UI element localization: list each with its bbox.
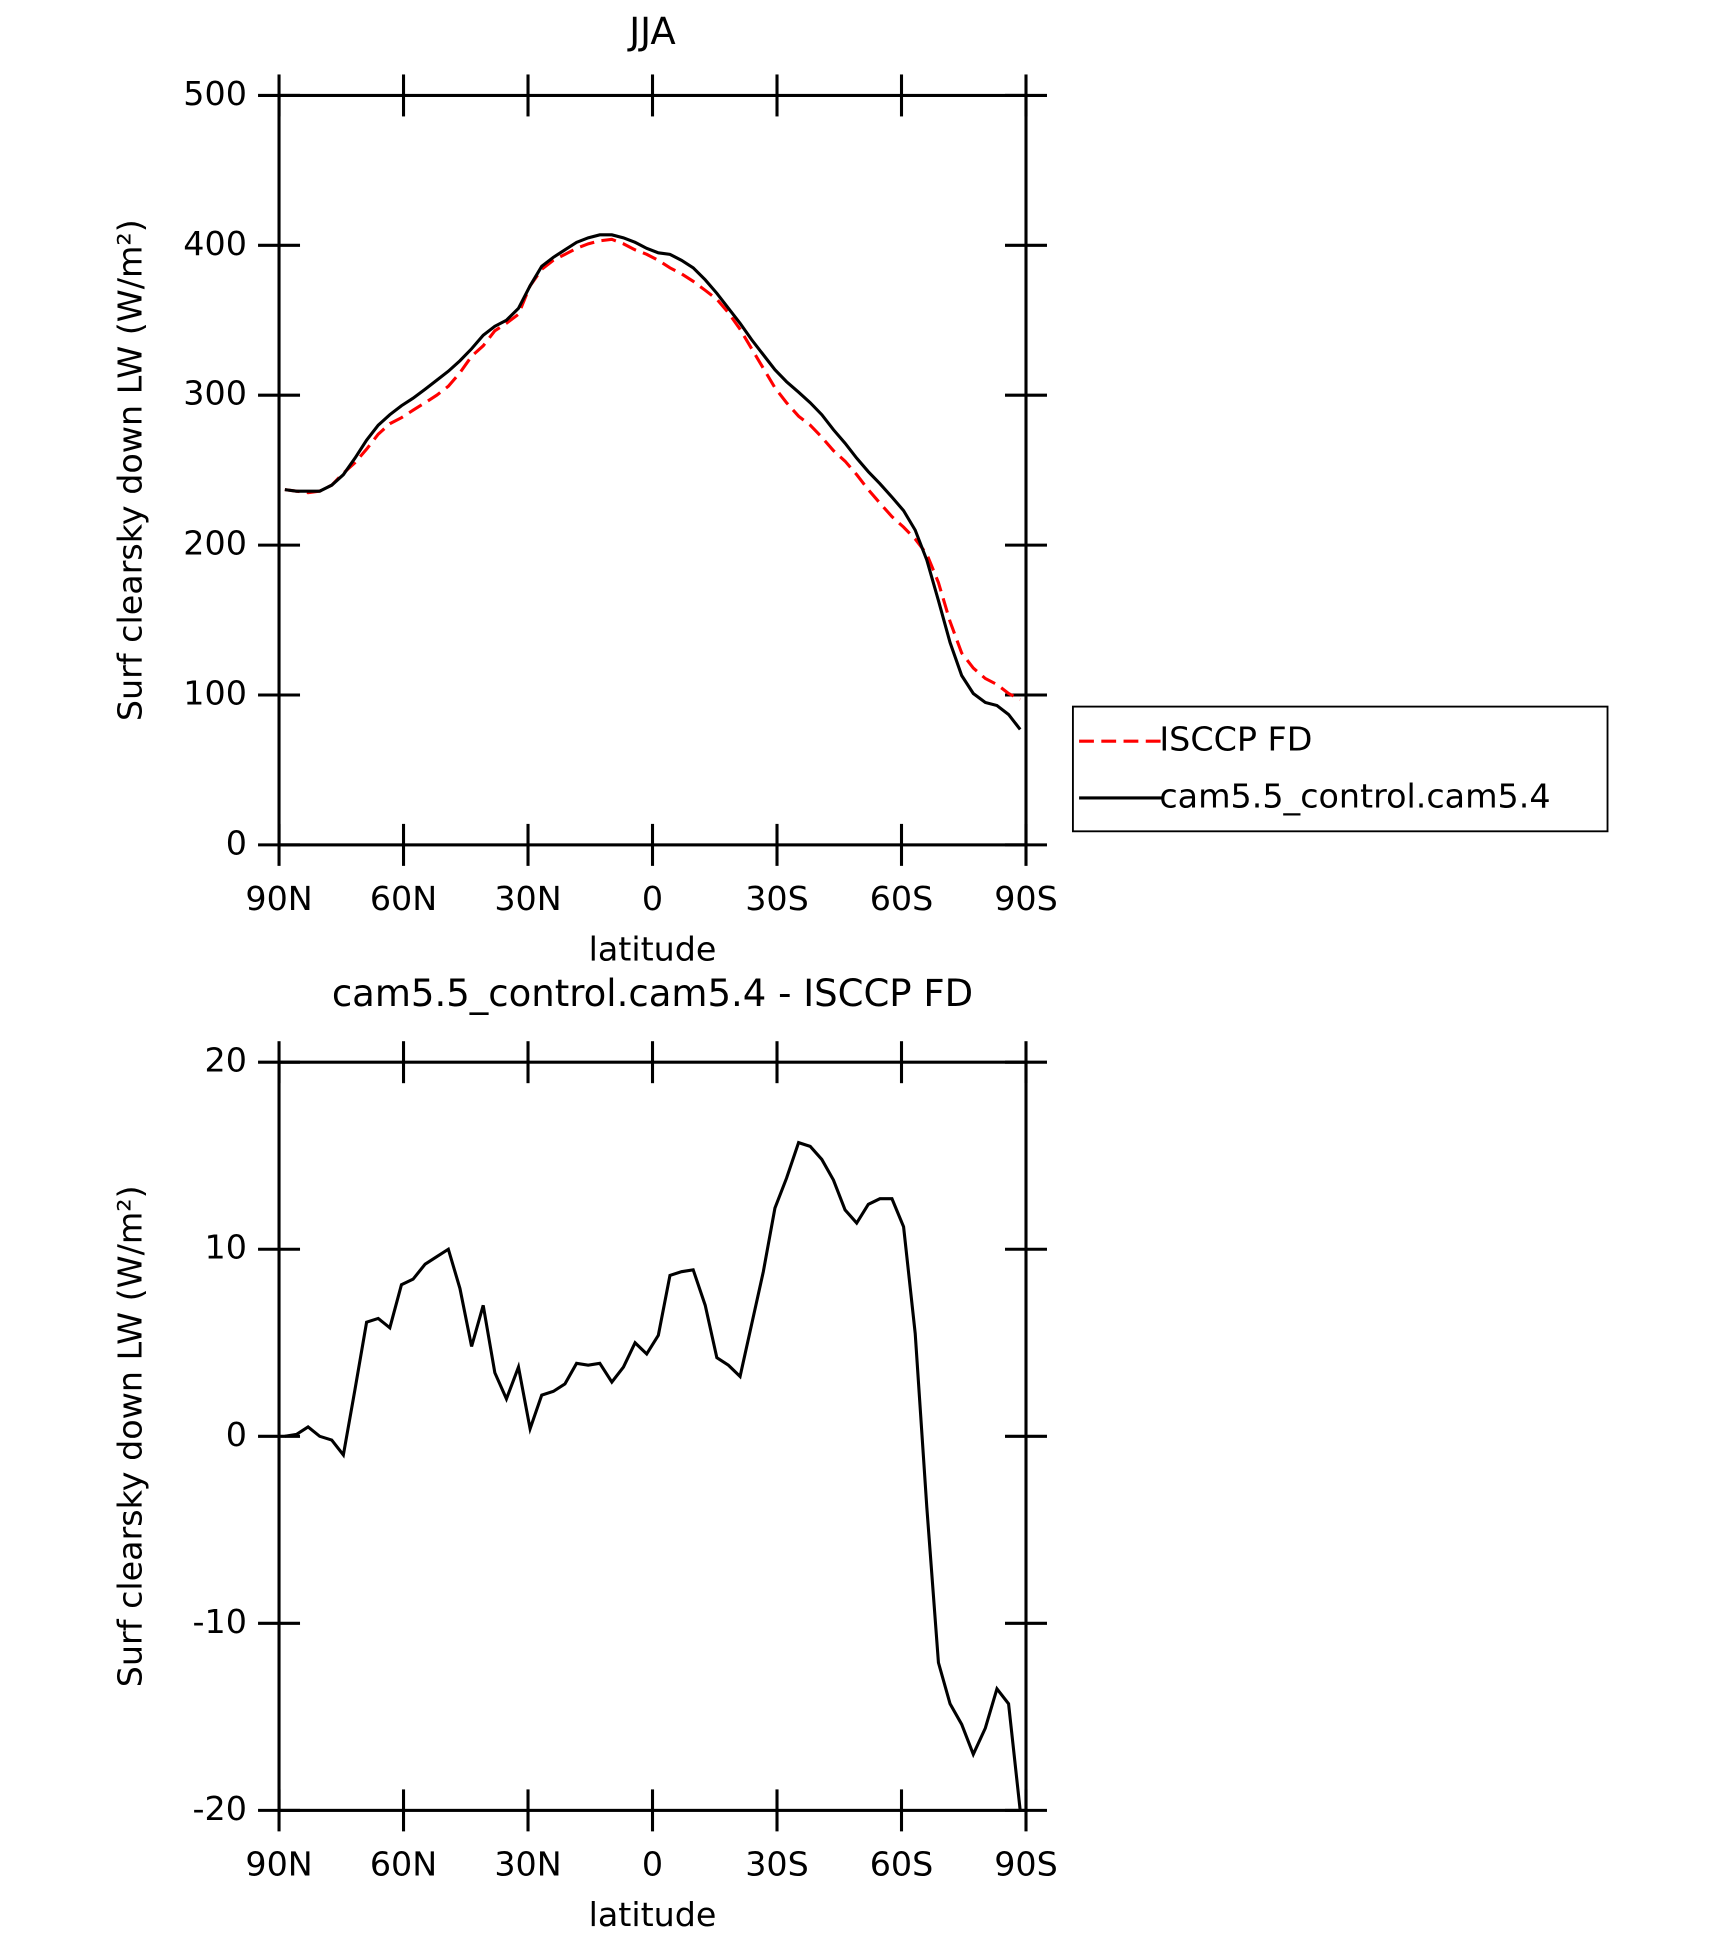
- legend-label: ISCCP FD: [1159, 720, 1312, 759]
- y-axis-label: Surf clearsky down LW (W/m²): [111, 219, 150, 721]
- y-tick-label: -20: [192, 1789, 246, 1828]
- y-tick-label: 10: [205, 1228, 247, 1267]
- y-tick-label: 100: [183, 673, 247, 712]
- x-tick-label: 60S: [870, 879, 934, 918]
- x-tick-label: 90S: [994, 879, 1058, 918]
- x-tick-label: 30S: [745, 1844, 809, 1883]
- x-tick-label: 60N: [370, 1844, 437, 1883]
- chart-title: JJA: [627, 10, 676, 53]
- y-tick-label: 400: [183, 224, 247, 263]
- data-line: [284, 237, 1021, 701]
- y-tick-label: 200: [183, 524, 247, 563]
- y-tick-label: -10: [192, 1602, 246, 1641]
- legend-label: cam5.5_control.cam5.4: [1159, 776, 1550, 815]
- x-axis-label: latitude: [589, 1895, 717, 1933]
- y-tick-label: 300: [183, 374, 247, 413]
- x-tick-label: 0: [642, 879, 663, 918]
- x-tick-label: 30N: [494, 1844, 561, 1883]
- x-tick-label: 90N: [245, 1844, 312, 1883]
- x-tick-label: 60S: [870, 1844, 934, 1883]
- plot-frame: [277, 93, 1028, 847]
- y-tick-label: 20: [205, 1041, 247, 1080]
- x-tick-label: 60N: [370, 879, 437, 918]
- x-tick-label: 0: [642, 1844, 663, 1883]
- y-tick-label: 500: [183, 74, 247, 113]
- data-line: [284, 233, 1022, 731]
- data-line: [284, 1140, 1022, 1811]
- x-axis-label: latitude: [589, 930, 717, 969]
- x-tick-label: 90S: [994, 1844, 1058, 1883]
- y-tick-label: 0: [226, 823, 247, 862]
- y-tick-label: 0: [226, 1415, 247, 1454]
- x-tick-label: 30S: [745, 879, 809, 918]
- y-axis-label: Surf clearsky down LW (W/m²): [111, 1185, 150, 1687]
- plot-frame: [277, 1060, 1028, 1812]
- chart-title: cam5.5_control.cam5.4 - ISCCP FD: [332, 972, 973, 1015]
- x-tick-label: 30N: [494, 879, 561, 918]
- x-tick-label: 90N: [245, 879, 312, 918]
- legend-box: [1071, 705, 1609, 833]
